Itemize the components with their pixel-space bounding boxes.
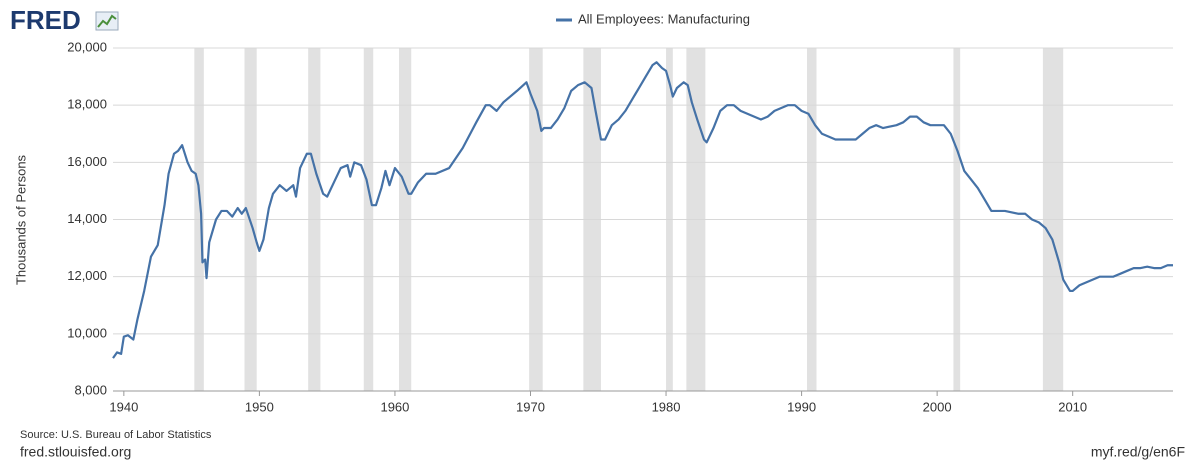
y-tick-label: 20,000: [67, 39, 107, 54]
logo: FRED: [10, 5, 81, 35]
y-tick-label: 14,000: [67, 211, 107, 226]
short-link: myf.red/g/en6F: [1091, 444, 1185, 460]
y-tick-label: 8,000: [74, 382, 107, 397]
line-series: [112, 61, 1173, 359]
y-axis-label: Thousands of Persons: [13, 154, 28, 285]
logo-icon: [95, 11, 119, 31]
x-tick-label: 1950: [245, 399, 274, 414]
x-tick-label: 1960: [380, 399, 409, 414]
x-tick-label: 2010: [1058, 399, 1087, 414]
y-tick-label: 18,000: [67, 97, 107, 112]
x-tick-label: 1990: [787, 399, 816, 414]
site: fred.stlouisfed.org: [20, 444, 131, 460]
y-tick-label: 16,000: [67, 154, 107, 169]
x-tick-label: 1970: [516, 399, 545, 414]
source: Source: U.S. Bureau of Labor Statistics: [20, 429, 212, 441]
x-tick-label: 1940: [109, 399, 138, 414]
x-tick-label: 2000: [923, 399, 952, 414]
y-tick-label: 12,000: [67, 268, 107, 283]
x-tick-label: 1980: [652, 399, 681, 414]
legend-label: All Employees: Manufacturing: [578, 11, 750, 26]
y-tick-label: 10,000: [67, 325, 107, 340]
